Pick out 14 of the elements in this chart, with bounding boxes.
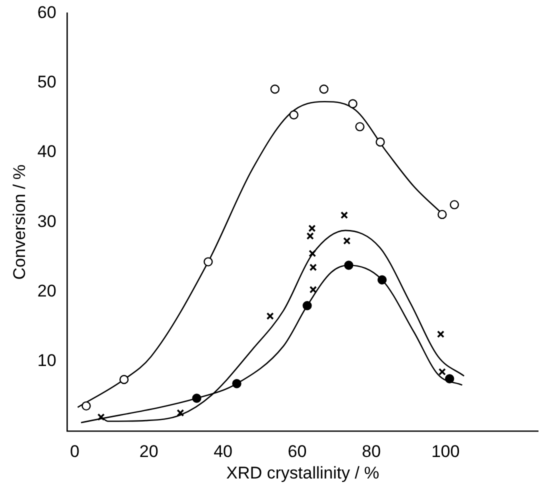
x-tick-label: 20 [139, 442, 158, 461]
x-axis-title: XRD crystallinity / % [226, 463, 380, 482]
x-tick-label: 80 [362, 442, 381, 461]
x-tick-label: 100 [431, 442, 460, 461]
y-tick-label: 10 [37, 351, 56, 370]
x-tick-label: 60 [288, 442, 307, 461]
y-tick-label: 20 [37, 281, 56, 300]
y-tick-label: 50 [37, 72, 56, 92]
x-tick-label: 40 [214, 442, 232, 461]
x-tick-label: 0 [70, 442, 80, 461]
y-tick-label: 30 [37, 212, 56, 231]
y-tick-label: 40 [37, 142, 56, 162]
y-axis-title: Conversion / % [10, 164, 29, 280]
y-tick-label: 60 [37, 2, 56, 22]
